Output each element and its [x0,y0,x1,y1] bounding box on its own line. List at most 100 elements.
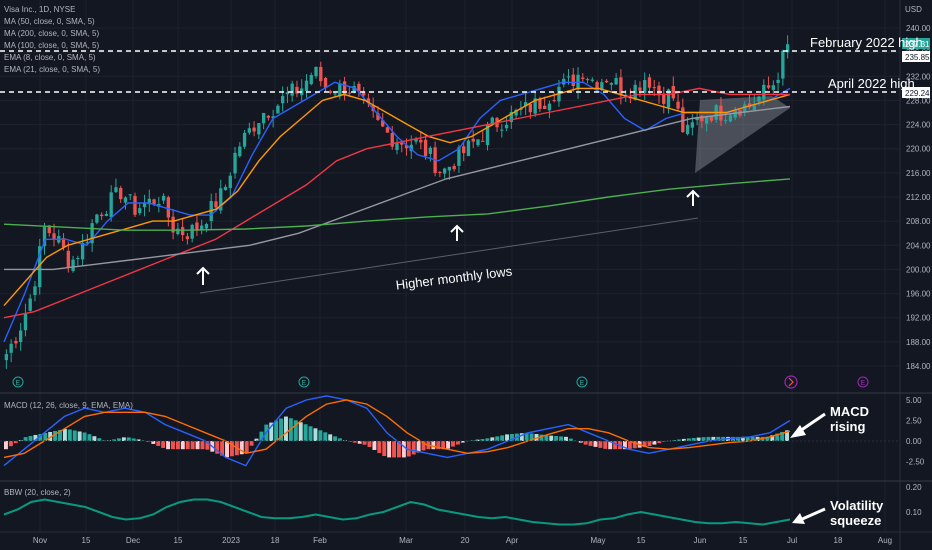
candle-body [647,77,652,88]
higher-lows-trendline [199,217,699,294]
macd-histogram-bar [313,428,318,441]
candle-body [676,101,680,109]
macd-histogram-bar [229,441,234,457]
feb-high-tag-bg [902,51,930,62]
candle-body [9,343,13,353]
legend-ma100[interactable]: MA (100, close, 0, SMA, 5) [4,41,99,50]
macd-histogram-bar [220,441,225,456]
candle-body [504,124,509,129]
macd-histogram-bar [647,441,652,446]
macd-histogram-bar [303,424,308,441]
bbw-tick-label: 0.10 [906,508,922,517]
macd-histogram-bar [770,435,775,441]
earnings-icon[interactable]: E [857,376,869,388]
legend-bbw[interactable]: BBW (20, close, 2) [4,488,71,497]
dividend-icon[interactable] [784,375,798,389]
macd-histogram-bar [397,441,401,458]
candle-body [166,197,171,218]
candle-body [309,74,313,85]
candle-body [328,91,332,93]
macd-histogram-bar [716,436,721,441]
candle-body [195,222,199,231]
volatility-annotation-line2: squeeze [830,513,881,528]
macd-annotation-line2: rising [830,419,865,434]
macd-histogram-bar [780,431,785,441]
candle-body [757,96,761,102]
candle-body [762,84,766,100]
currency-label: USD [905,5,922,14]
candle-body [385,127,390,133]
candle-body [409,144,413,152]
candle-body [323,77,328,89]
candle-body [52,233,56,241]
time-tick-label: Jun [694,536,707,545]
time-axis[interactable]: Nov 15 Dec 15 2023 18 Feb Mar 20 Apr May 15 Jun 15 Jul… [33,536,892,545]
bbw-tick-label: 0.20 [906,483,922,492]
macd-histogram-bar [195,441,200,450]
price-tick-label: 208.00 [906,217,931,226]
candle-body [214,201,218,208]
price-tick-label: 196.00 [906,290,931,299]
macd-histogram-bar [608,441,613,450]
macd-histogram-bar [436,441,441,450]
up-arrow-icon [450,224,464,241]
macd-histogram-bar [372,441,377,450]
macd-histogram-bar [121,437,126,441]
candle-body [133,195,137,215]
candle-body [476,139,480,146]
macd-histogram-bar [500,435,505,441]
candle-body [304,80,309,92]
price-tick-label: 228.00 [906,96,931,105]
candle-body [414,139,418,142]
candle-body [19,330,23,342]
candle-body [342,81,347,96]
macd-histogram-bar [13,441,18,444]
candle-body [566,76,571,78]
macd-histogram-bar [92,436,97,441]
macd-histogram-bar [141,440,146,441]
legend-ma200[interactable]: MA (200, close, 0, SMA, 5) [4,29,99,38]
legend-macd[interactable]: MACD (12, 26, close, 9, EMA, EMA) [4,401,133,410]
candle-body [347,92,352,94]
ma-line-ema8 [3,81,791,343]
macd-histogram-bar [485,438,490,441]
legend-ma50[interactable]: MA (50, close, 0, SMA, 5) [4,17,95,26]
candle-body [743,104,747,113]
legend-ema8[interactable]: EMA (8, close, 0, SMA, 5) [4,53,96,62]
candle-body [85,242,90,244]
candle-body [23,313,28,331]
earnings-icon[interactable]: E [298,376,310,388]
macd-histogram-bar [151,441,156,444]
macd-histogram-bar [785,430,790,441]
macd-histogram-bar [48,431,53,441]
candle-body [171,216,175,233]
candle-body [257,123,261,135]
candle-body [261,112,266,124]
macd-histogram-bar [642,441,647,448]
bbw-line [3,498,791,526]
candle-body [71,259,75,271]
macd-histogram-bar [731,436,735,441]
price-tick-label: 204.00 [906,241,931,250]
svg-text:E: E [580,380,585,387]
macd-histogram-bar [28,435,33,441]
candle-body [219,188,223,211]
legend-ema21[interactable]: EMA (21, close, 0, SMA, 5) [4,65,100,74]
candle-body [442,168,447,174]
candle-body [728,115,733,122]
macd-histogram-bar [249,441,254,446]
macd-histogram-bar [180,441,185,450]
macd-histogram-bar [175,441,180,450]
macd-histogram-bar [711,436,716,441]
candle-body [452,165,456,170]
earnings-icon[interactable]: E [576,376,588,388]
macd-histogram-bar [568,438,573,441]
candle-body [123,197,128,203]
candle-body [766,85,771,88]
macd-histogram-bar [4,441,8,450]
candle-body [776,79,780,84]
earnings-icon[interactable]: E [12,376,24,388]
price-tick-label: 240.00 [906,24,931,33]
candle-body [543,105,547,109]
